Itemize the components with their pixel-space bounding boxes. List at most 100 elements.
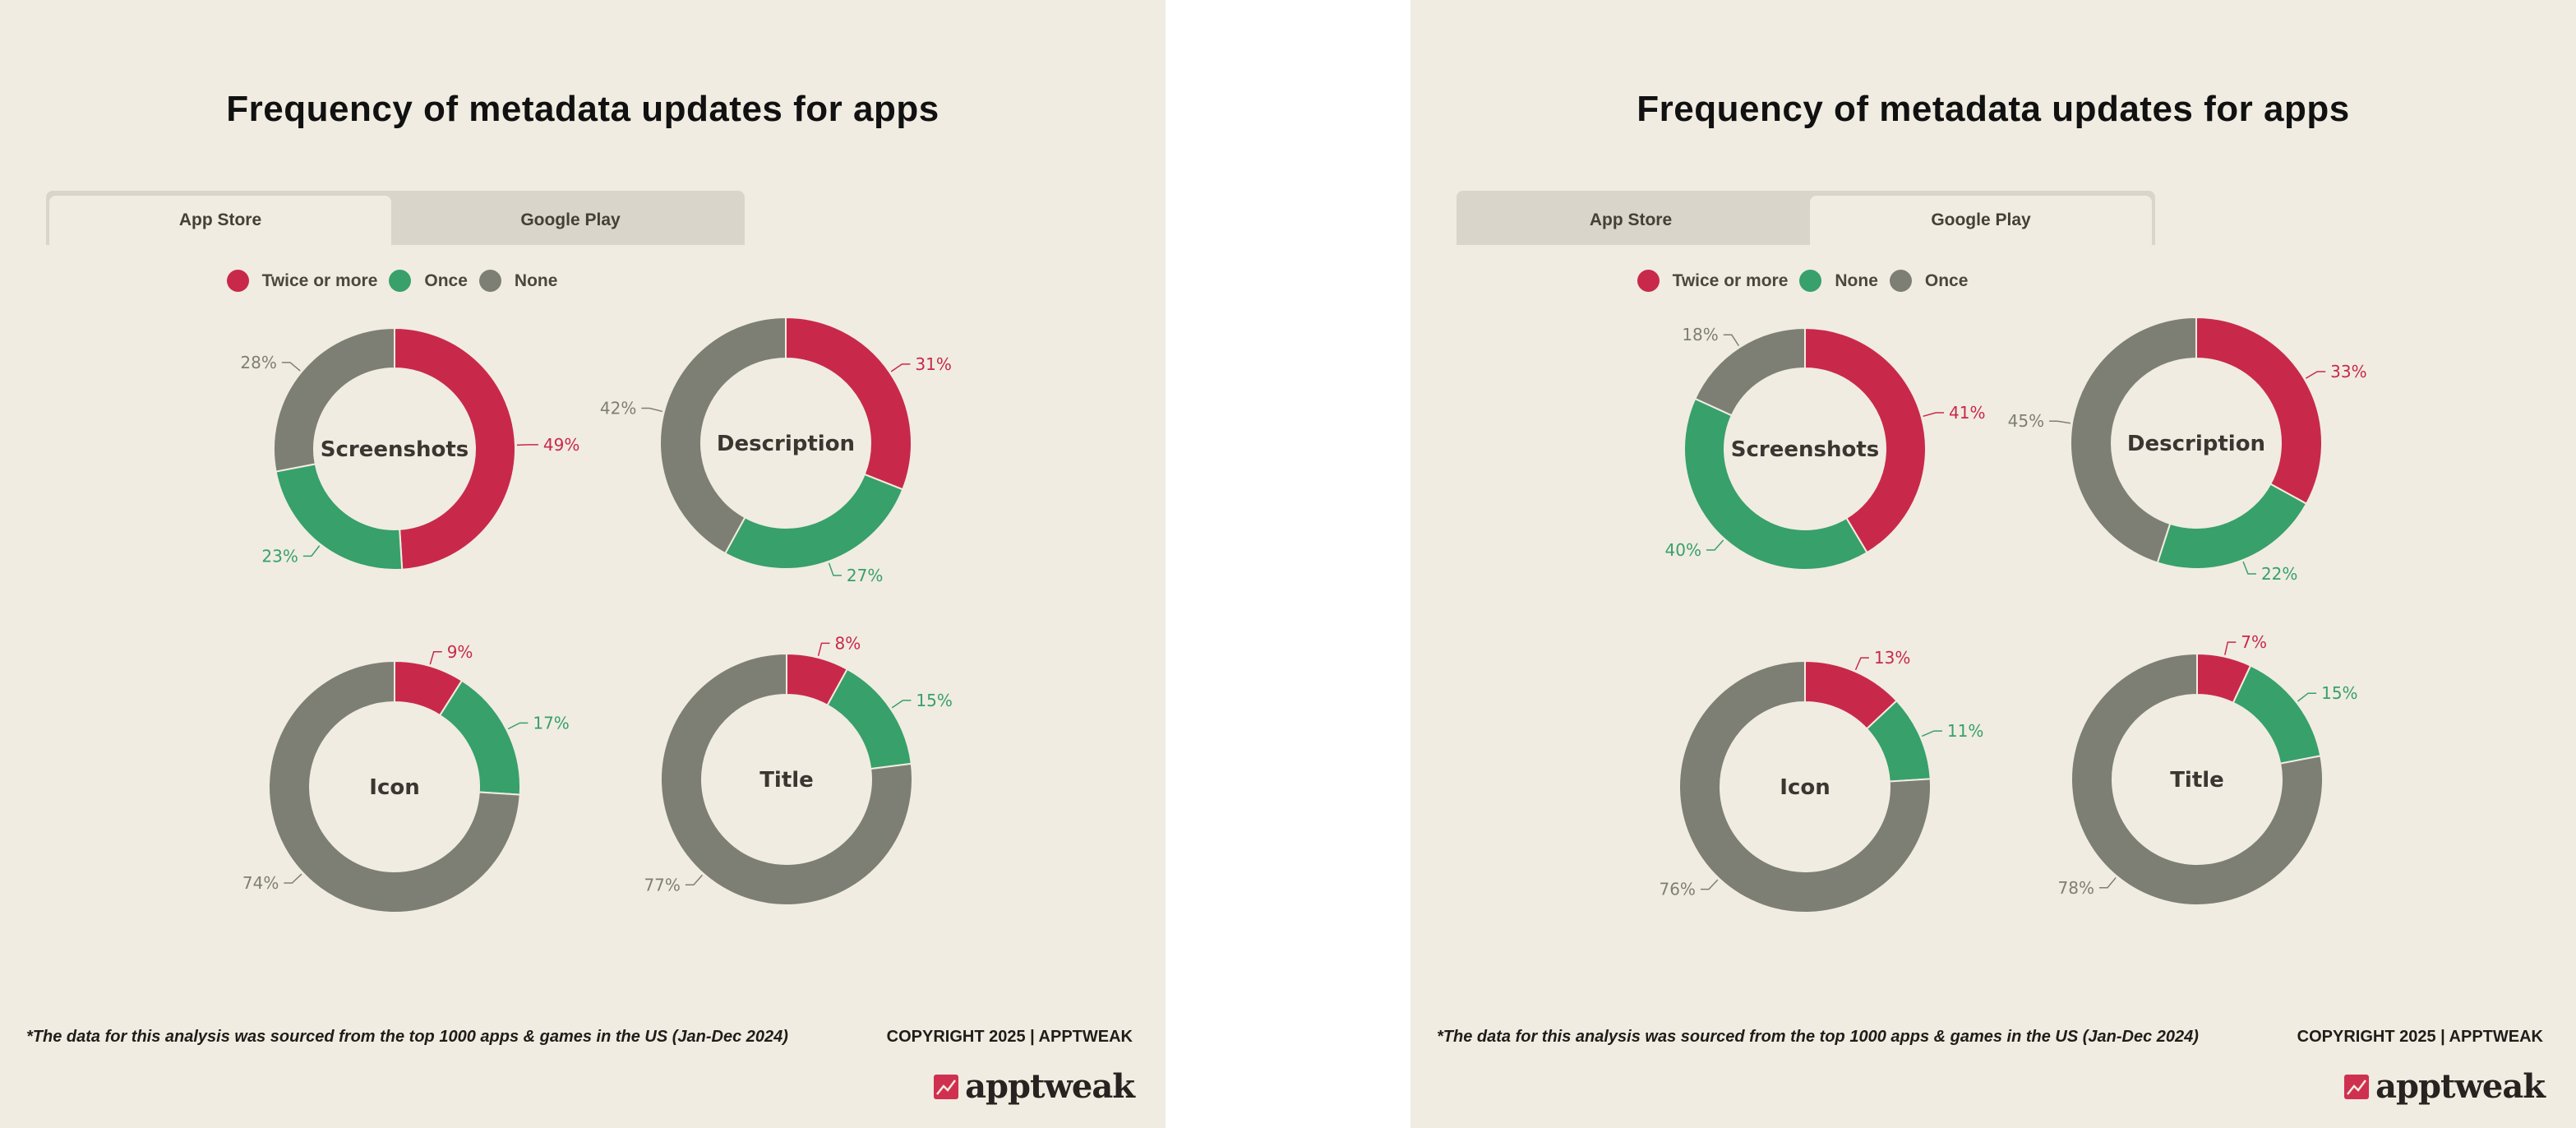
legend-label: Twice or more <box>1672 270 1789 290</box>
percent-label: 23% <box>261 546 298 566</box>
donut-center-label: Title <box>759 768 814 793</box>
tab-app-store[interactable]: App Store <box>49 196 391 245</box>
donut-chart-icon: 9% 17% 74% Icon <box>195 587 594 991</box>
leader-line <box>284 873 302 884</box>
leader-line <box>641 407 663 413</box>
donut-segment-once[interactable] <box>723 473 904 570</box>
legend-item-none[interactable]: None <box>478 270 558 292</box>
apptweak-logo: apptweak <box>2344 1067 2546 1106</box>
leader-line <box>429 651 442 665</box>
percent-label: 8% <box>835 633 861 653</box>
donut-center-label: Screenshots <box>321 437 469 462</box>
percent-label: 11% <box>1947 721 1983 741</box>
leader-line <box>2306 371 2326 379</box>
google-play-panel: Frequency of metadata updates for apps A… <box>1410 0 2576 1128</box>
donut-segment-once[interactable] <box>1678 659 1932 913</box>
donut-segment-once[interactable] <box>826 668 912 770</box>
chart-title: Frequency of metadata updates for apps <box>1637 89 2350 129</box>
percent-label: 76% <box>1659 880 1695 899</box>
leader-line <box>2297 692 2317 702</box>
percent-label: 27% <box>847 566 883 585</box>
data-source-footnote: *The data for this analysis was sourced … <box>26 1028 788 1046</box>
tab-app-store[interactable]: App Store <box>1589 210 1673 229</box>
red-dot-icon <box>1637 270 1660 292</box>
leader-line <box>2099 876 2117 889</box>
leader-line <box>281 362 301 372</box>
legend-label: Once <box>1924 270 1969 290</box>
legend-item-once[interactable]: Once <box>1889 270 1969 292</box>
data-source-footnote: *The data for this analysis was sourced … <box>1437 1028 2199 1046</box>
donut-chart-screenshots: 49% 23% 28% Screenshots <box>200 254 589 648</box>
chart-trend-icon <box>2344 1075 2370 1099</box>
app-store-panel: Frequency of metadata updates for apps A… <box>0 0 1166 1128</box>
legend-label: None <box>514 270 558 290</box>
legend-item-none[interactable]: None <box>1799 270 1878 292</box>
legend-label: None <box>1835 270 1878 290</box>
percent-label: 40% <box>1665 540 1701 560</box>
legend-label: Once <box>424 270 468 290</box>
percent-label: 33% <box>2330 362 2366 381</box>
chart-title: Frequency of metadata updates for apps <box>226 89 939 129</box>
gray-dot-icon <box>1889 270 1912 292</box>
donut-center-label: Description <box>2127 432 2265 456</box>
tab-google-play[interactable]: Google Play <box>1810 196 2152 245</box>
donut-center-label: Title <box>2170 768 2224 793</box>
percent-label: 42% <box>600 398 636 418</box>
copyright: COPYRIGHT 2025 | APPTWEAK <box>2297 1028 2543 1046</box>
donut-chart-screenshots: 41% 40% 18% Screenshots <box>1610 254 2000 648</box>
percent-label: 9% <box>447 642 473 662</box>
donut-segment-twice-or-more[interactable] <box>785 316 912 491</box>
donut-segment-once[interactable] <box>1693 326 1806 417</box>
donut-segment-twice-or-more[interactable] <box>1804 326 1927 554</box>
percent-label: 7% <box>2241 632 2267 652</box>
tab-google-play[interactable]: Google Play <box>520 210 621 229</box>
percent-label: 78% <box>2058 878 2094 898</box>
donut-center-label: Screenshots <box>1731 437 1880 462</box>
donut-segment-none[interactable] <box>273 326 395 473</box>
leader-line <box>2224 641 2237 655</box>
donut-segment-once[interactable] <box>438 679 521 796</box>
percent-label: 49% <box>543 435 579 455</box>
leader-line <box>891 700 912 709</box>
store-tabs: App Store Google Play <box>46 191 745 245</box>
logo-text: apptweak <box>2375 1067 2546 1106</box>
legend-item-twice-or-more[interactable]: Twice or more <box>1637 270 1789 292</box>
percent-label: 15% <box>2321 683 2357 703</box>
donut-segment-once[interactable] <box>2070 316 2197 564</box>
percent-label: 18% <box>1682 325 1718 344</box>
green-dot-icon <box>1799 270 1822 292</box>
donut-chart-icon: 13% 11% 76% Icon <box>1605 587 2005 991</box>
leader-line <box>1723 334 1740 347</box>
leader-line <box>302 545 321 557</box>
donut-center-label: Icon <box>1780 775 1830 800</box>
donut-segment-none[interactable] <box>2232 664 2322 765</box>
leader-line <box>1854 657 1869 671</box>
legend-item-twice-or-more[interactable]: Twice or more <box>226 270 377 292</box>
chart-trend-icon <box>934 1075 959 1099</box>
leader-line <box>2242 561 2256 575</box>
leader-line <box>817 642 830 657</box>
leader-line <box>2049 420 2071 424</box>
donut-segment-none[interactable] <box>1683 397 1868 571</box>
legend: Twice or more None Once <box>1410 270 2195 292</box>
gray-dot-icon <box>478 270 501 292</box>
donut-segment-twice-or-more[interactable] <box>394 326 516 571</box>
percent-label: 45% <box>2008 411 2044 431</box>
green-dot-icon <box>389 270 412 292</box>
percent-label: 22% <box>2261 564 2297 584</box>
donut-segment-twice-or-more[interactable] <box>2195 316 2323 506</box>
leader-line <box>1700 879 1719 890</box>
donut-segment-none[interactable] <box>268 659 521 913</box>
donut-segment-none[interactable] <box>660 652 913 906</box>
percent-label: 28% <box>240 353 276 372</box>
leader-line <box>890 363 911 372</box>
donut-segment-none[interactable] <box>659 316 787 555</box>
red-dot-icon <box>226 270 249 292</box>
donut-segment-once[interactable] <box>2070 652 2324 906</box>
donut-segment-none[interactable] <box>2156 483 2308 570</box>
leader-line <box>685 874 704 886</box>
percent-label: 31% <box>915 354 951 374</box>
legend: Twice or more Once None <box>0 270 784 292</box>
legend-item-once[interactable]: Once <box>389 270 468 292</box>
leader-line <box>828 562 842 576</box>
